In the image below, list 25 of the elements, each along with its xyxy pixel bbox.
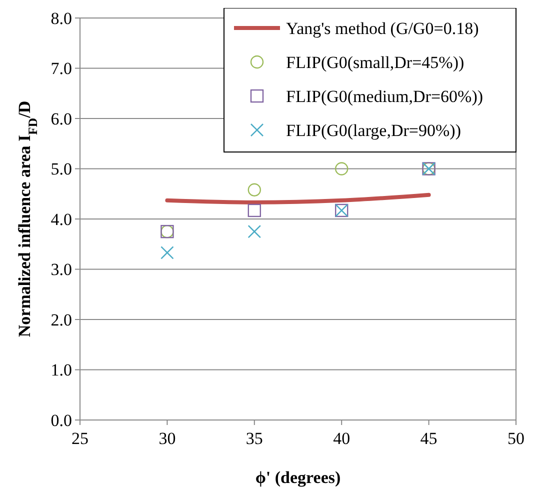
y-tick-label: 5.0 (50, 160, 72, 179)
x-tick-label: 35 (246, 429, 263, 448)
y-tick-label: 2.0 (50, 310, 72, 330)
x-tick-label: 45 (420, 429, 438, 448)
x-axis-title: ϕ' (degrees) (255, 468, 341, 487)
x-tick-label: 40 (333, 429, 350, 448)
y-tick-label: 7.0 (50, 59, 72, 78)
point (160, 246, 174, 260)
x-tick-label: 30 (158, 429, 176, 448)
legend-label: FLIP(G0(medium,Dr=60%)) (286, 86, 484, 106)
legend-label: FLIP(G0(small,Dr=45%)) (286, 52, 464, 72)
x-tick-label: 25 (72, 429, 88, 448)
y-tick-label: 3.0 (50, 260, 72, 280)
y-tick-label: 8.0 (50, 8, 72, 28)
point (248, 224, 262, 238)
y-tick-label: 6.0 (50, 109, 72, 128)
point (248, 204, 261, 218)
point (335, 162, 348, 176)
x-tick-label: 50 (508, 429, 524, 448)
point (248, 183, 261, 196)
y-tick-label: 0.0 (50, 410, 72, 430)
legend-label: FLIP(G0(large,Dr=90%)) (286, 120, 461, 140)
y-tick-label: 1.0 (50, 360, 72, 380)
legend-label: Yang's method (G/G0=0.18) (286, 18, 479, 38)
y-tick-label: 4.0 (50, 210, 72, 229)
